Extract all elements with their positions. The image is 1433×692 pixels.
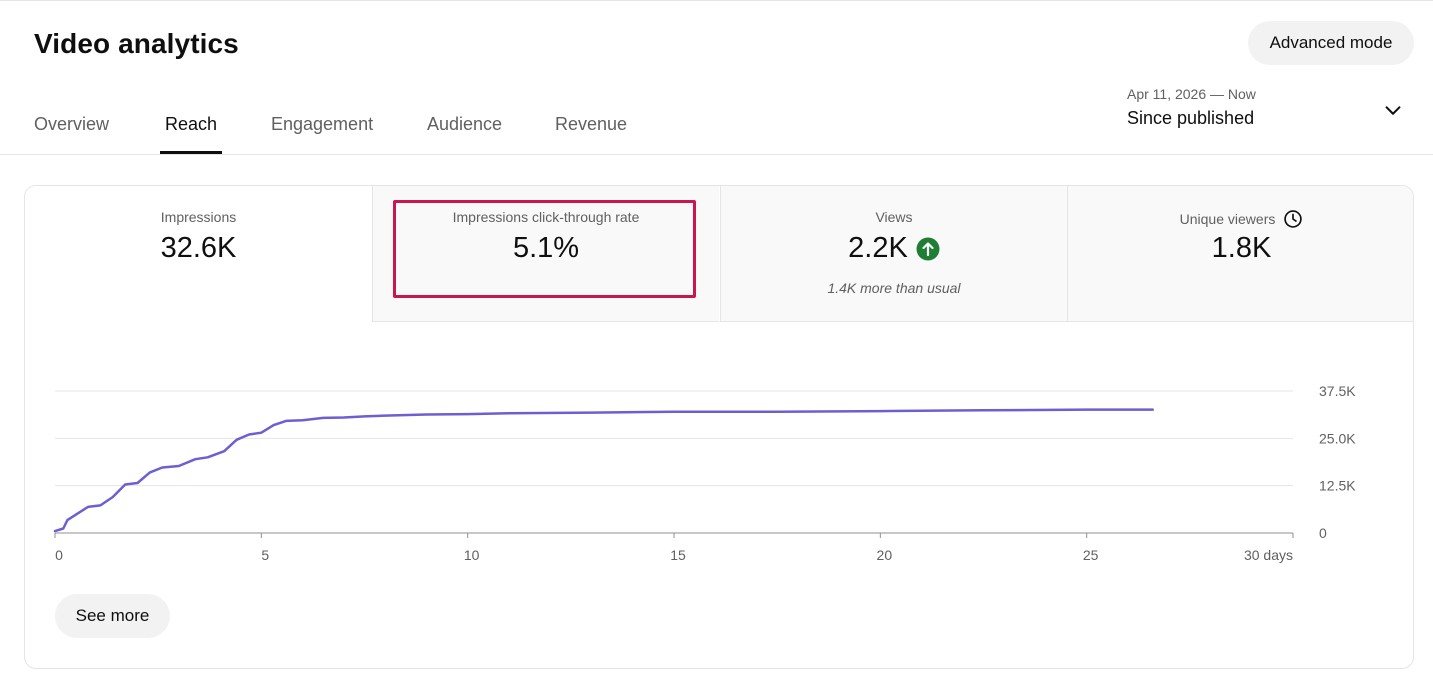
- y-tick-label: 25.0K: [1319, 430, 1356, 446]
- arrow-up-circle-icon: [916, 237, 940, 260]
- x-tick-label: 15: [670, 547, 686, 563]
- tab-overview[interactable]: Overview: [34, 114, 110, 134]
- top-divider: [0, 0, 1433, 1]
- x-tick-label: 20: [877, 547, 893, 563]
- tab-reach[interactable]: Reach: [159, 100, 223, 154]
- date-range-text: Apr 11, 2026 — Now: [1127, 86, 1256, 102]
- metric-label: Views: [875, 209, 913, 225]
- metric-label-row: Unique viewers: [1068, 209, 1413, 229]
- y-tick-label: 37.5K: [1319, 383, 1356, 399]
- impressions-series-line: [53, 408, 1154, 533]
- metric-label: Impressions: [160, 209, 237, 225]
- metric-views[interactable]: Views 2.2K 1.4K more than usual: [720, 186, 1067, 322]
- metric-note: 1.4K more than usual: [827, 280, 961, 296]
- reach-card: Impressions 32.6K Impressions click-thro…: [24, 185, 1414, 669]
- y-tick-label: 12.5K: [1319, 478, 1356, 494]
- x-tick-label: 30 days: [1244, 547, 1293, 563]
- metric-value-row: 2.2K: [721, 232, 1067, 265]
- x-tick-label: 0: [55, 547, 63, 563]
- metric-value: 2.2K: [848, 232, 908, 264]
- tab-bar: Overview Reach Engagement Audience Reven…: [0, 100, 800, 154]
- metric-value: 5.1%: [512, 232, 580, 264]
- tab-engagement[interactable]: Engagement: [271, 114, 374, 134]
- x-tick-label: 10: [464, 547, 480, 563]
- metric-value: 32.6K: [160, 232, 237, 264]
- header-divider: [0, 154, 1433, 155]
- x-tick-label: 25: [1083, 547, 1099, 563]
- metric-value: 1.8K: [1211, 232, 1272, 264]
- chevron-down-icon[interactable]: [1382, 100, 1404, 122]
- date-range-picker[interactable]: Apr 11, 2026 — Now Since published: [1110, 80, 1410, 140]
- x-tick-label: 5: [261, 547, 269, 563]
- page-title: Video analytics: [34, 28, 239, 59]
- metric-label: Unique viewers: [1179, 211, 1276, 227]
- tab-audience[interactable]: Audience: [427, 114, 503, 134]
- metric-impressions-ctr[interactable]: Impressions click-through rate 5.1%: [372, 186, 719, 322]
- see-more-button[interactable]: See more: [55, 594, 170, 638]
- clock-icon[interactable]: [1283, 209, 1303, 229]
- metric-label: Impressions click-through rate: [452, 209, 640, 225]
- metric-impressions[interactable]: Impressions 32.6K: [25, 186, 372, 322]
- date-range-label: Since published: [1127, 108, 1255, 128]
- metric-unique-viewers[interactable]: Unique viewers 1.8K: [1067, 186, 1413, 322]
- advanced-mode-button[interactable]: Advanced mode: [1248, 21, 1414, 65]
- tab-revenue[interactable]: Revenue: [555, 114, 628, 134]
- impressions-chart: 0 12.5K 25.0K 37.5K 0 5 10 15 20 25 30 days: [53, 383, 1356, 563]
- y-tick-label: 0: [1319, 525, 1327, 541]
